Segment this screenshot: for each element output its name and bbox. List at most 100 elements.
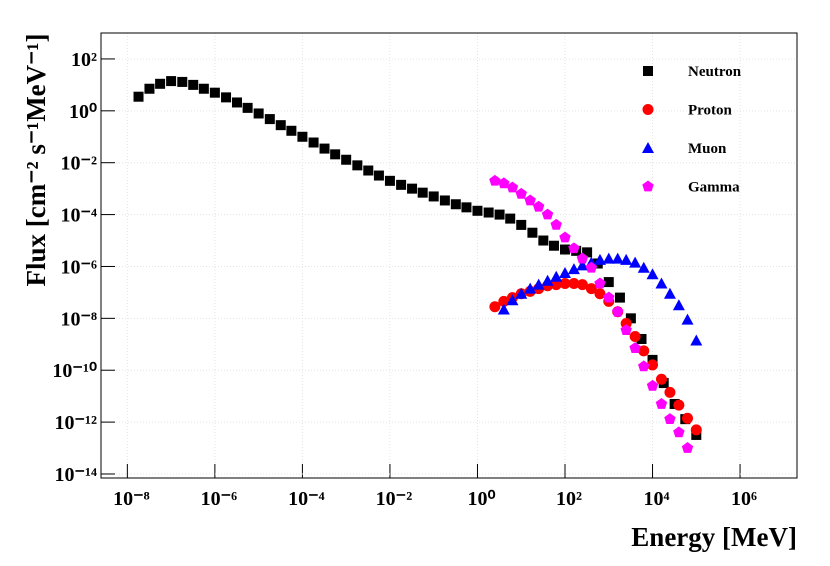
marker-circle xyxy=(664,386,676,398)
marker-pentagon xyxy=(655,397,668,409)
marker-pentagon xyxy=(576,252,589,264)
marker-triangle xyxy=(620,253,633,265)
marker-square xyxy=(275,120,286,131)
marker-square xyxy=(363,165,374,176)
marker-square xyxy=(319,143,330,154)
marker-pentagon xyxy=(673,426,685,438)
marker-circle xyxy=(638,345,650,357)
marker-triangle xyxy=(690,334,703,346)
marker-square xyxy=(166,76,177,87)
marker-pentagon xyxy=(638,360,650,372)
marker-pentagon xyxy=(541,208,554,220)
marker-square xyxy=(560,244,570,255)
marker-square xyxy=(428,191,439,202)
marker-circle xyxy=(559,278,571,290)
marker-triangle xyxy=(497,303,510,315)
marker-square xyxy=(516,219,527,230)
marker-circle xyxy=(594,288,606,300)
x-tick-label: 10⁻² xyxy=(376,488,413,510)
marker-pentagon xyxy=(603,291,615,303)
marker-pentagon xyxy=(585,261,598,273)
x-tick-label: 10⁶ xyxy=(731,488,757,510)
y-axis-title: Flux [cm⁻² s⁻¹MeV⁻¹] xyxy=(21,34,51,287)
marker-pentagon xyxy=(568,242,580,254)
marker-square xyxy=(308,137,319,148)
marker-triangle xyxy=(593,253,606,265)
marker-circle xyxy=(576,279,588,291)
y-tick-label: 10² xyxy=(71,49,97,71)
marker-circle xyxy=(673,399,685,411)
marker-square xyxy=(527,227,538,238)
marker-square xyxy=(384,175,395,186)
legend-label: Neutron xyxy=(688,64,742,80)
x-tick-label: 10⁻⁴ xyxy=(288,488,325,510)
marker-triangle xyxy=(629,256,642,268)
marker-pentagon xyxy=(524,194,536,206)
marker-square xyxy=(614,292,625,303)
y-tick-label: 10⁻⁸ xyxy=(60,308,97,330)
marker-triangle xyxy=(550,270,563,282)
marker-pentagon xyxy=(559,231,571,243)
marker-square xyxy=(538,235,549,246)
y-tick-label: 10⁻¹⁴ xyxy=(54,464,97,486)
marker-circle xyxy=(629,330,641,342)
marker-square xyxy=(221,92,232,103)
marker-square xyxy=(144,83,155,94)
marker-square xyxy=(603,277,614,288)
marker-square xyxy=(209,87,220,98)
plot-frame xyxy=(100,32,798,479)
y-tick-label: 10⁻² xyxy=(60,153,97,175)
marker-square xyxy=(582,247,593,258)
y-tick-label: 10⁻⁴ xyxy=(60,205,97,227)
marker-square xyxy=(472,205,483,216)
marker-triangle xyxy=(506,294,519,306)
marker-square xyxy=(177,76,188,87)
marker-pentagon xyxy=(594,277,606,289)
marker-circle xyxy=(550,279,562,291)
marker-triangle xyxy=(524,282,537,294)
marker-pentagon xyxy=(532,200,545,212)
marker-triangle xyxy=(611,252,624,264)
marker-square xyxy=(253,108,264,119)
legend-marker xyxy=(642,142,654,153)
y-tick-label: 10⁻¹⁰ xyxy=(52,360,97,382)
x-tick-label: 10⁻⁶ xyxy=(201,488,238,510)
marker-square xyxy=(341,154,352,165)
marker-triangle xyxy=(655,277,668,289)
marker-pentagon xyxy=(646,379,659,391)
marker-square xyxy=(133,91,144,102)
marker-circle xyxy=(489,301,501,313)
marker-square xyxy=(264,114,275,125)
marker-circle xyxy=(682,412,694,424)
marker-square xyxy=(188,79,199,90)
marker-square xyxy=(373,170,384,181)
marker-pentagon xyxy=(550,218,562,230)
marker-pentagon xyxy=(506,181,519,193)
marker-triangle xyxy=(681,313,694,325)
marker-triangle xyxy=(646,268,659,280)
marker-triangle xyxy=(559,266,571,278)
marker-square xyxy=(396,179,407,190)
marker-circle xyxy=(498,295,510,307)
marker-pentagon xyxy=(620,324,632,336)
marker-square xyxy=(483,207,494,218)
x-tick-label: 10⁰ xyxy=(467,488,495,510)
marker-triangle xyxy=(532,278,545,290)
legend-label: Muon xyxy=(688,141,727,157)
marker-pentagon xyxy=(498,177,510,189)
y-tick-label: 10⁻⁶ xyxy=(60,256,97,278)
marker-circle xyxy=(647,359,659,371)
marker-square xyxy=(330,149,341,160)
marker-square xyxy=(352,160,363,171)
marker-triangle xyxy=(515,287,528,299)
marker-square xyxy=(461,202,472,213)
marker-square xyxy=(625,313,636,324)
marker-square xyxy=(242,102,253,113)
marker-square xyxy=(155,78,166,89)
marker-circle xyxy=(655,373,667,385)
marker-square xyxy=(231,97,242,108)
marker-square xyxy=(417,187,428,198)
legend-label: Proton xyxy=(688,103,733,119)
